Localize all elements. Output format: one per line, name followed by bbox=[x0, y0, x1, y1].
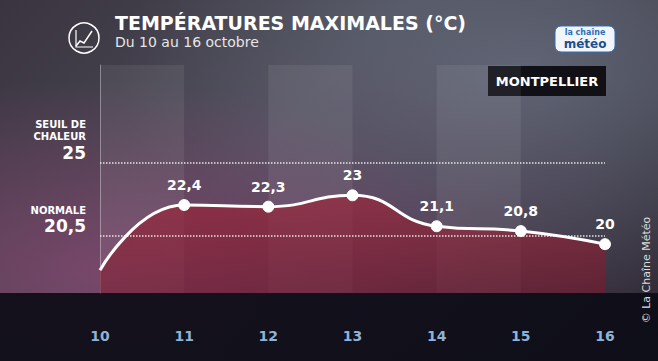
svg-text:20,5: 20,5 bbox=[44, 216, 86, 236]
svg-text:16: 16 bbox=[595, 328, 614, 344]
svg-text:20: 20 bbox=[595, 216, 615, 232]
svg-text:20,8: 20,8 bbox=[504, 203, 539, 219]
svg-text:Du 10 au 16 octobre: Du 10 au 16 octobre bbox=[115, 34, 259, 50]
svg-text:21,1: 21,1 bbox=[419, 198, 454, 214]
svg-text:14: 14 bbox=[427, 328, 447, 344]
svg-text:TEMPÉRATURES MAXIMALES (°C): TEMPÉRATURES MAXIMALES (°C) bbox=[115, 12, 466, 34]
svg-text:25: 25 bbox=[62, 143, 86, 163]
svg-text:la chaîne: la chaîne bbox=[565, 28, 606, 37]
svg-text:CHALEUR: CHALEUR bbox=[34, 131, 87, 142]
svg-text:12: 12 bbox=[259, 328, 278, 344]
svg-text:23: 23 bbox=[343, 167, 362, 183]
svg-text:NORMALE: NORMALE bbox=[31, 205, 87, 216]
svg-text:10: 10 bbox=[90, 328, 110, 344]
svg-text:13: 13 bbox=[343, 328, 362, 344]
svg-text:15: 15 bbox=[511, 328, 530, 344]
svg-text:SEUIL DE: SEUIL DE bbox=[35, 119, 86, 130]
svg-text:11: 11 bbox=[174, 328, 193, 344]
svg-text:© La Chaîne Météo: © La Chaîne Météo bbox=[640, 216, 653, 323]
svg-text:MONTPELLIER: MONTPELLIER bbox=[495, 73, 599, 89]
svg-text:météo: météo bbox=[564, 37, 607, 51]
svg-text:22,4: 22,4 bbox=[167, 177, 202, 193]
svg-text:22,3: 22,3 bbox=[251, 179, 286, 195]
